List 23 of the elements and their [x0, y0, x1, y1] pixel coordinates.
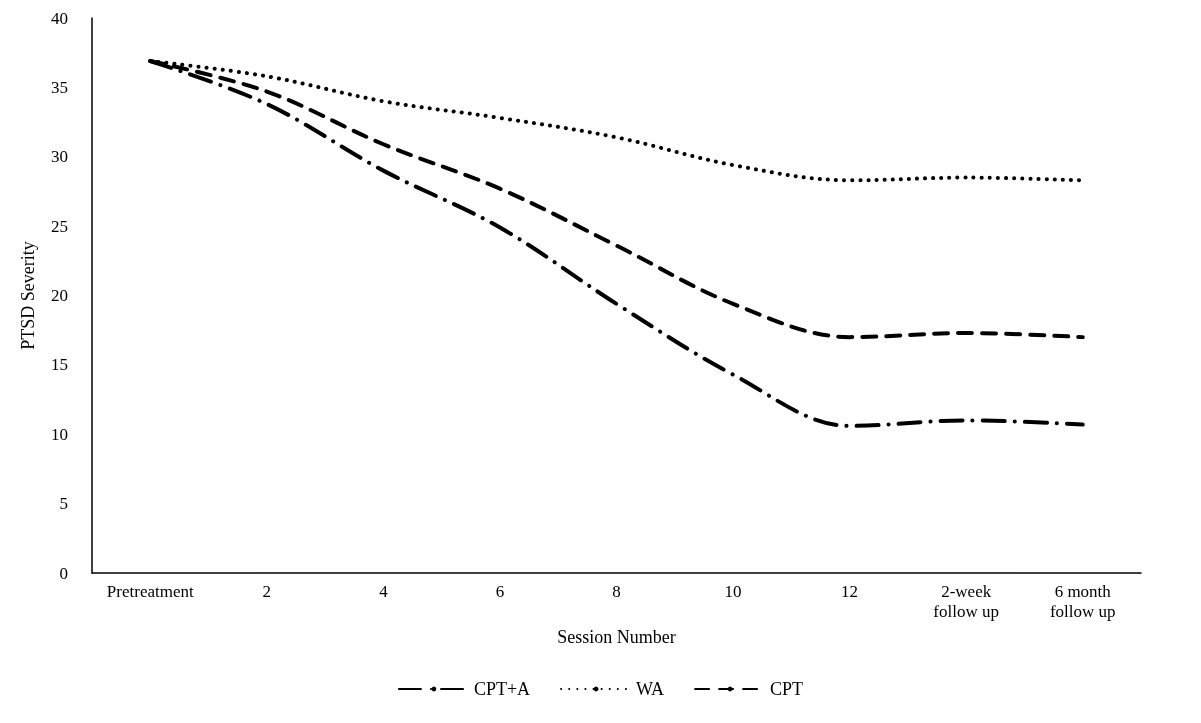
- x-tick-label: 2-week follow up: [933, 581, 999, 621]
- y-tick-label: 15: [51, 355, 68, 375]
- legend-label: WA: [636, 679, 665, 699]
- y-tick-label: 0: [59, 563, 68, 583]
- legend-label: CPT: [770, 679, 804, 699]
- y-tick-label: 35: [51, 77, 68, 97]
- x-tick-label: Pretreatment: [106, 581, 194, 601]
- x-tick-label: 8: [612, 581, 621, 601]
- y-tick-label: 20: [51, 286, 68, 305]
- x-axis-title: Session Number: [557, 627, 676, 647]
- x-tick-label: 6 month follow up: [1049, 581, 1116, 621]
- x-tick-label: 10: [724, 581, 742, 601]
- y-tick-label: 5: [59, 494, 68, 514]
- legend-label: CPT+A: [473, 679, 531, 699]
- x-tick-label: 2: [262, 581, 272, 601]
- y-tick-label: 10: [51, 424, 68, 444]
- y-axis-title: PTSD Severity: [18, 241, 38, 350]
- y-tick-label: 25: [51, 216, 68, 236]
- x-tick-label: 12: [841, 581, 859, 601]
- y-tick-label: 40: [51, 8, 68, 28]
- y-tick-label: 30: [51, 147, 68, 167]
- x-tick-label: 4: [379, 581, 389, 601]
- x-tick-label: 6: [495, 581, 505, 601]
